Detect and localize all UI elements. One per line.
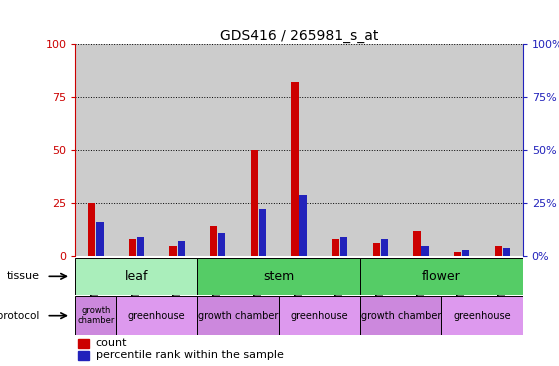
Bar bbox=[401, 44, 442, 256]
Bar bbox=[442, 296, 523, 335]
Bar bbox=[78, 351, 89, 360]
Bar bbox=[360, 296, 442, 335]
Bar bbox=[482, 44, 523, 256]
Bar bbox=[169, 246, 177, 256]
Bar bbox=[197, 296, 279, 335]
Bar bbox=[279, 258, 319, 295]
Bar bbox=[503, 248, 510, 256]
Bar bbox=[116, 44, 157, 256]
Bar bbox=[197, 258, 238, 295]
Bar bbox=[75, 258, 197, 295]
Bar bbox=[279, 44, 319, 256]
Bar bbox=[75, 44, 116, 256]
Text: growth
chamber: growth chamber bbox=[77, 306, 115, 325]
Bar bbox=[300, 195, 307, 256]
Text: greenhouse: greenhouse bbox=[453, 311, 511, 321]
Text: percentile rank within the sample: percentile rank within the sample bbox=[96, 350, 283, 361]
Text: flower: flower bbox=[422, 270, 461, 283]
Bar bbox=[482, 44, 523, 256]
Bar bbox=[340, 237, 348, 256]
Bar bbox=[291, 82, 299, 256]
Text: greenhouse: greenhouse bbox=[128, 311, 186, 321]
Bar bbox=[75, 258, 116, 295]
Text: greenhouse: greenhouse bbox=[291, 311, 348, 321]
Bar bbox=[373, 243, 380, 256]
Bar bbox=[75, 44, 116, 256]
Bar bbox=[319, 44, 360, 256]
Bar bbox=[210, 227, 217, 256]
Bar bbox=[442, 258, 482, 295]
Bar bbox=[319, 44, 360, 256]
Bar bbox=[197, 44, 238, 256]
Bar bbox=[88, 203, 96, 256]
Bar bbox=[197, 258, 360, 295]
Text: growth protocol: growth protocol bbox=[0, 311, 40, 321]
Bar bbox=[442, 44, 482, 256]
Bar bbox=[116, 44, 157, 256]
Bar bbox=[360, 44, 401, 256]
Bar bbox=[279, 296, 360, 335]
Bar bbox=[137, 237, 144, 256]
Bar bbox=[178, 241, 185, 256]
Text: tissue: tissue bbox=[7, 271, 40, 281]
Bar bbox=[157, 44, 197, 256]
Bar bbox=[401, 44, 442, 256]
Bar bbox=[238, 44, 279, 256]
Bar bbox=[157, 258, 197, 295]
Bar bbox=[442, 44, 482, 256]
Text: growth chamber: growth chamber bbox=[198, 311, 278, 321]
Bar bbox=[381, 239, 388, 256]
Bar bbox=[279, 44, 319, 256]
Bar bbox=[421, 246, 429, 256]
Bar bbox=[413, 231, 420, 256]
Bar bbox=[96, 222, 103, 256]
Bar bbox=[116, 296, 197, 335]
Bar bbox=[360, 258, 401, 295]
Bar bbox=[197, 44, 238, 256]
Text: leaf: leaf bbox=[125, 270, 148, 283]
Text: count: count bbox=[96, 339, 127, 348]
Bar bbox=[454, 252, 461, 256]
Bar bbox=[218, 233, 225, 256]
Bar bbox=[75, 296, 116, 335]
Bar bbox=[360, 258, 523, 295]
Bar bbox=[250, 150, 258, 256]
Bar bbox=[401, 258, 442, 295]
Bar bbox=[238, 44, 279, 256]
Bar bbox=[78, 339, 89, 348]
Text: growth chamber: growth chamber bbox=[361, 311, 441, 321]
Bar bbox=[462, 250, 470, 256]
Bar bbox=[157, 44, 197, 256]
Text: stem: stem bbox=[263, 270, 295, 283]
Bar bbox=[129, 239, 136, 256]
Bar bbox=[360, 44, 401, 256]
Bar bbox=[259, 209, 266, 256]
Bar bbox=[495, 246, 502, 256]
Bar bbox=[482, 258, 523, 295]
Bar bbox=[238, 258, 279, 295]
Title: GDS416 / 265981_s_at: GDS416 / 265981_s_at bbox=[220, 29, 378, 43]
Bar bbox=[332, 239, 339, 256]
Bar bbox=[319, 258, 360, 295]
Bar bbox=[116, 258, 157, 295]
